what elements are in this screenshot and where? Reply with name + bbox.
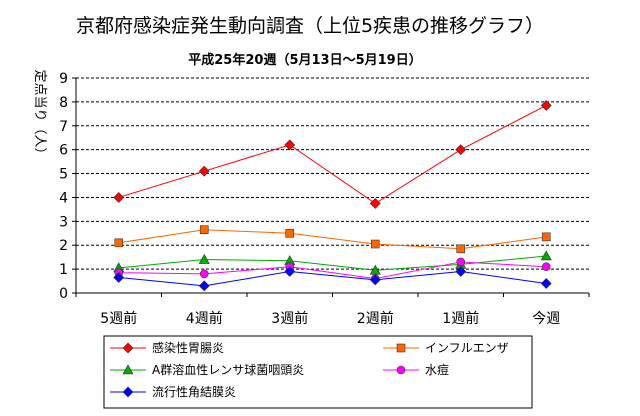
x-tick-label: 5週前 bbox=[100, 310, 137, 327]
x-tick-label: 今週 bbox=[532, 311, 560, 327]
y-tick-label: 5 bbox=[59, 167, 68, 183]
series-line-1 bbox=[118, 105, 547, 205]
data-point-series-5 bbox=[113, 272, 125, 283]
data-point-series-2 bbox=[114, 238, 124, 248]
data-point-series-4 bbox=[456, 257, 466, 267]
data-point-series-5 bbox=[198, 280, 210, 292]
data-point-series-1 bbox=[284, 139, 296, 151]
data-point-series-1 bbox=[113, 192, 125, 203]
legend-label: A群溶血性レンサ球菌咽頭炎 bbox=[152, 362, 304, 377]
x-tick-label: 3週前 bbox=[271, 310, 308, 327]
y-tick-label: 6 bbox=[59, 143, 68, 159]
data-point-series-1 bbox=[369, 197, 381, 209]
series-line-5 bbox=[118, 270, 547, 287]
data-point-series-5 bbox=[284, 266, 296, 277]
y-tick-label: 3 bbox=[59, 214, 68, 230]
data-point-series-4 bbox=[199, 269, 209, 279]
data-point-series-5 bbox=[455, 266, 467, 277]
legend-label: 感染性胃腸炎 bbox=[152, 340, 224, 355]
chart-title: 京都府感染症発生動向調査（上位5疾患の推移グラフ） bbox=[76, 15, 544, 37]
y-tick-label: 4 bbox=[59, 190, 68, 206]
data-point-series-5 bbox=[540, 278, 552, 289]
y-tick-label: 0 bbox=[59, 286, 68, 302]
data-point-series-4 bbox=[541, 262, 551, 272]
data-point-series-2 bbox=[285, 228, 295, 238]
y-tick-label: 7 bbox=[59, 119, 68, 135]
data-point-series-3 bbox=[540, 250, 552, 261]
legend-marker bbox=[396, 365, 406, 375]
series-line-4 bbox=[118, 261, 547, 280]
data-point-series-1 bbox=[540, 100, 552, 111]
y-tick-label: 1 bbox=[59, 262, 68, 278]
y-tick-label: 2 bbox=[59, 238, 68, 254]
legend-label: インフルエンザ bbox=[425, 341, 509, 355]
y-axis-label: 定点当り（人） bbox=[32, 69, 47, 160]
y-tick-label: 9 bbox=[59, 71, 68, 87]
legend-box bbox=[103, 335, 533, 409]
x-tick-label: 2週前 bbox=[357, 310, 394, 327]
data-point-series-2 bbox=[199, 225, 209, 234]
data-point-series-3 bbox=[198, 253, 210, 264]
data-point-series-2 bbox=[456, 244, 466, 254]
x-tick-label: 1週前 bbox=[442, 310, 479, 327]
legend-label: 水痘 bbox=[425, 362, 449, 377]
data-point-series-1 bbox=[455, 144, 467, 156]
chart-subtitle: 平成25年20週（5月13日～5月19日） bbox=[188, 52, 421, 68]
x-tick-label: 4週前 bbox=[186, 310, 223, 327]
data-point-series-1 bbox=[198, 165, 210, 177]
legend-marker bbox=[122, 386, 134, 398]
plot-area: 0 1 2 3 4 5 6 7 8 9 5週前 4週前 3週前 2週前 1週前 今週 定点当り（人） bbox=[32, 69, 590, 327]
series-line-2 bbox=[118, 229, 547, 250]
data-point-series-5 bbox=[369, 274, 381, 286]
data-point-series-3 bbox=[369, 264, 381, 275]
y-tick-label: 8 bbox=[59, 95, 68, 111]
legend-marker bbox=[122, 342, 134, 354]
legend-label: 流行性角結膜炎 bbox=[152, 385, 236, 399]
data-point-series-2 bbox=[541, 232, 551, 242]
legend-marker bbox=[396, 343, 406, 353]
data-point-series-2 bbox=[370, 239, 380, 249]
legend-marker bbox=[122, 364, 134, 375]
